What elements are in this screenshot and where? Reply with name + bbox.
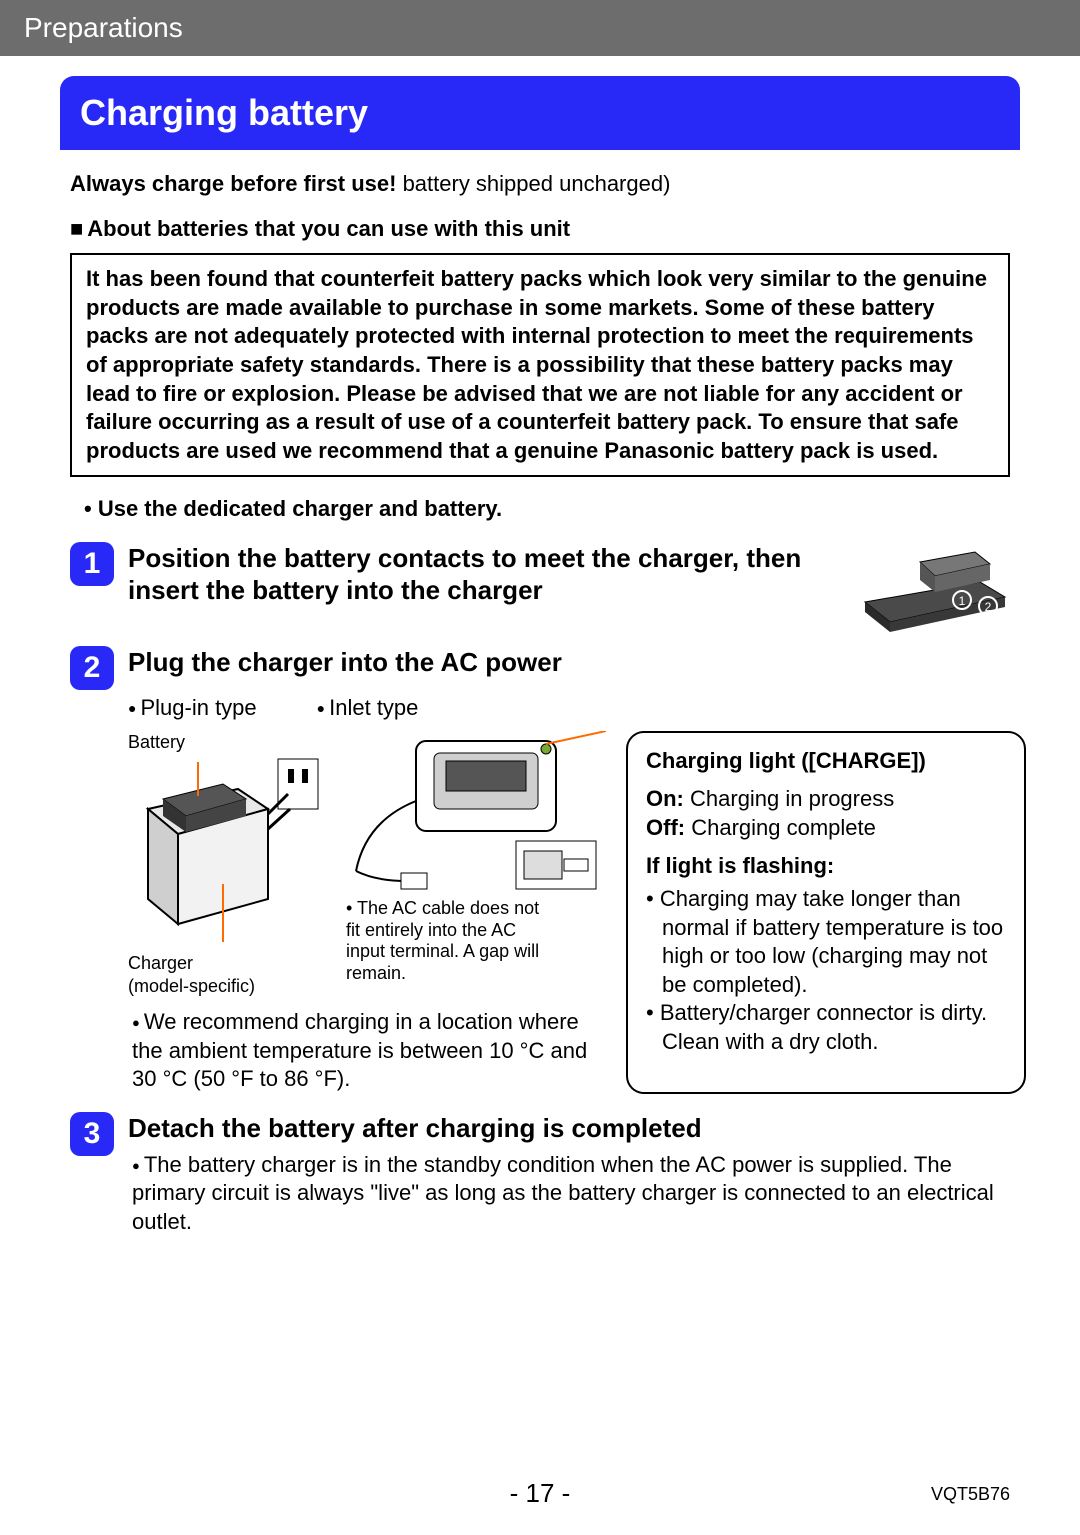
flashing-item-1: Charging may take longer than normal if … [662,885,1006,999]
step-number-badge: 2 [70,646,114,690]
ac-cable-note: • The AC cable does not fit entirely int… [346,898,546,984]
lead-text: Always charge before first use! battery … [70,170,1010,199]
page-title: Charging battery [80,92,368,133]
inlet-type-label: Inlet type [317,694,419,723]
sub-heading: About batteries that you can use with th… [70,215,1010,244]
document-code: VQT5B76 [931,1484,1010,1505]
svg-text:2: 2 [985,600,992,614]
step-3: 3 Detach the battery after charging is c… [70,1112,1010,1236]
page-number: - 17 - [0,1478,1080,1509]
off-label: Off: [646,815,685,840]
step-3-title: Detach the battery after charging is com… [128,1112,1010,1145]
step-2-area: Battery [128,731,1010,1095]
lead-bold: Always charge before first use! [70,171,396,196]
section-header: Preparations [0,0,1080,56]
section-title: Preparations [24,12,183,43]
counterfeit-warning-box: It has been found that counterfeit batte… [70,253,1010,477]
diagram-row: Battery [128,731,606,999]
inlet-type-figure [346,731,606,891]
diagrams-column: Battery [128,731,606,1095]
lead-rest: battery shipped uncharged) [396,171,670,196]
battery-label: Battery [128,731,328,754]
step-number-badge: 3 [70,1112,114,1156]
step-number-badge: 1 [70,542,114,586]
plugin-type-label: Plug-in type [128,694,257,723]
flashing-heading: If light is flashing: [646,852,1006,881]
on-label: On: [646,786,684,811]
step-2: 2 Plug the charger into the AC power [70,646,1010,690]
on-text: Charging in progress [684,786,894,811]
battery-into-charger-figure: 1 2 [860,542,1010,632]
step-2-detail: Plug-in type Inlet type Battery [70,694,1010,1094]
use-dedicated-note: Use the dedicated charger and battery. [84,495,1010,524]
temperature-note: We recommend charging in a location wher… [128,1008,606,1094]
off-text: Charging complete [685,815,876,840]
step-1: 1 Position the battery contacts to meet … [70,542,1010,632]
flashing-list: Charging may take longer than normal if … [646,885,1006,1057]
standby-note: The battery charger is in the standby co… [128,1151,1010,1237]
step-2-title: Plug the charger into the AC power [128,646,1010,679]
inlet-type-figure-group: • The AC cable does not fit entirely int… [346,731,606,985]
charger-label: Charger (model-specific) [128,952,328,999]
svg-text:1: 1 [959,594,966,608]
step-1-title: Position the battery contacts to meet th… [128,542,840,607]
info-box-title: Charging light ([CHARGE]) [646,747,1006,776]
charging-light-info-box: Charging light ([CHARGE]) On: Charging i… [626,731,1026,1095]
page-title-block: Charging battery [60,76,1020,150]
on-off-states: On: Charging in progress Off: Charging c… [646,785,1006,842]
plugin-type-figure: Battery [128,731,328,999]
charger-types-row: Plug-in type Inlet type [128,694,1010,723]
flashing-item-2: Battery/charger connector is dirty. Clea… [662,999,1006,1056]
page-content: Always charge before first use! battery … [0,150,1080,1236]
